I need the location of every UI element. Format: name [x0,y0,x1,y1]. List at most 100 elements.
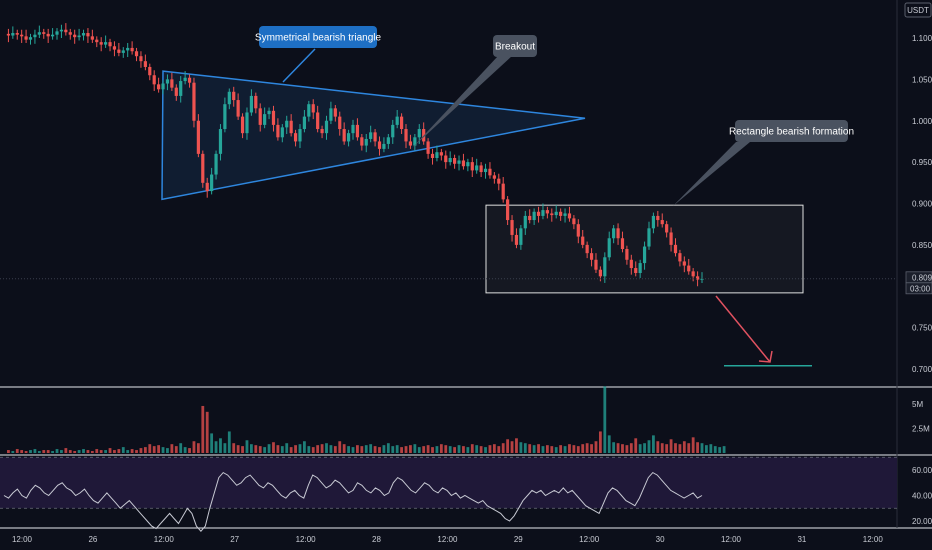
price-tick-label: 0.950 [912,158,932,167]
time-tick-label: 26 [88,535,97,544]
candle-body [691,271,695,277]
triangle-label[interactable]: Symmetrical bearish triangle [255,26,382,83]
candle-body [695,276,700,280]
rectangle-callout[interactable]: Rectangle bearish formation [673,120,854,206]
volume-bar [528,444,532,453]
candle [364,133,368,153]
volume-bar [413,444,417,453]
volume-bar [625,445,629,453]
volume-bar [249,444,253,453]
candle-body [355,124,360,138]
candle [316,105,320,133]
candle-body [461,160,466,167]
volume-bar [280,446,284,453]
time-tick-label: 12:00 [579,535,600,544]
candle-body [240,116,245,134]
time-tick-label: 12:00 [12,535,33,544]
volume-bar [285,443,289,453]
candle [329,101,333,125]
volume-bar [42,450,46,453]
volume-bar [55,449,59,453]
volume-pane[interactable]: 5M 2.5M [7,386,930,453]
volume-bar [444,445,448,453]
time-axis[interactable]: 12:00 26 12:00 27 12:00 28 12:00 29 12:00 30 12:00… [12,535,883,544]
price-axis[interactable]: USDT 1.100 1.050 1.000 0.950 0.900 0.850 0.750 0… [904,2,932,374]
volume-bar [130,449,134,453]
candle [42,28,46,39]
candle [453,154,457,169]
volume-bar [638,444,642,453]
candle-body [634,268,638,274]
candle [497,173,501,191]
volume-bar [360,446,364,453]
candle-body [95,39,99,43]
rsi-tick-label: 20.00 [912,517,932,526]
candle-body [210,174,214,192]
candle-body [81,33,86,36]
candle [563,208,567,223]
candle [236,93,240,120]
candle [210,167,214,195]
volume-bar [272,442,275,453]
candle-body [201,153,205,183]
candle-body [15,33,19,35]
time-tick-label: 29 [514,535,523,544]
candle-body [218,129,223,154]
candle [541,203,545,220]
candle [408,134,413,149]
candle [457,155,461,171]
countdown-label: 03:00 [910,284,931,293]
candle [157,77,161,93]
volume-bar [188,448,191,453]
candle-body [519,228,523,245]
price-pane[interactable]: Symmetrical bearish triangle Breakout Rect… [0,23,897,367]
candle [466,158,470,172]
candle-body [629,259,633,269]
volume-bar [68,450,72,453]
candle-body [616,228,620,239]
breakout-callout[interactable]: Breakout [412,35,537,148]
volume-bar [590,444,593,453]
volume-bar [263,447,267,453]
candle-body [479,165,483,173]
candle-body [554,211,558,216]
candle-body [11,33,15,36]
candle-body [453,157,457,164]
candle-body [6,33,11,36]
annotation-overlays: Symmetrical bearish triangle Breakout Rect… [0,26,897,367]
candle [90,29,94,43]
breakout-text: Breakout [495,42,535,53]
candle-body [33,34,37,38]
volume-bar [33,449,37,453]
candle-body [148,66,152,76]
target-arrow[interactable] [715,295,773,363]
candle-body [678,253,682,262]
candle-body [293,133,298,142]
candle [656,210,660,227]
candle [338,111,342,136]
candle [514,228,519,249]
candle-body [395,116,399,125]
candle-body [541,210,545,216]
volume-bar [236,445,240,453]
candle [373,129,377,147]
candle [254,92,258,114]
candle-body [612,228,616,239]
rsi-pane[interactable]: 60.00 40.00 20.00 [0,456,932,532]
price-tick-label: 1.000 [912,117,932,126]
candle [399,113,404,134]
volume-bar [29,450,32,453]
volume-bar [210,433,214,453]
candle [386,133,390,149]
volume-bar [705,445,708,453]
volume-bar [60,450,63,453]
volume-bar [356,445,359,453]
candle [523,210,527,235]
candle [488,162,492,179]
volume-bar [152,446,156,453]
candle [612,225,616,244]
candle [594,253,598,274]
candle [293,129,298,147]
candle-body [457,160,461,164]
